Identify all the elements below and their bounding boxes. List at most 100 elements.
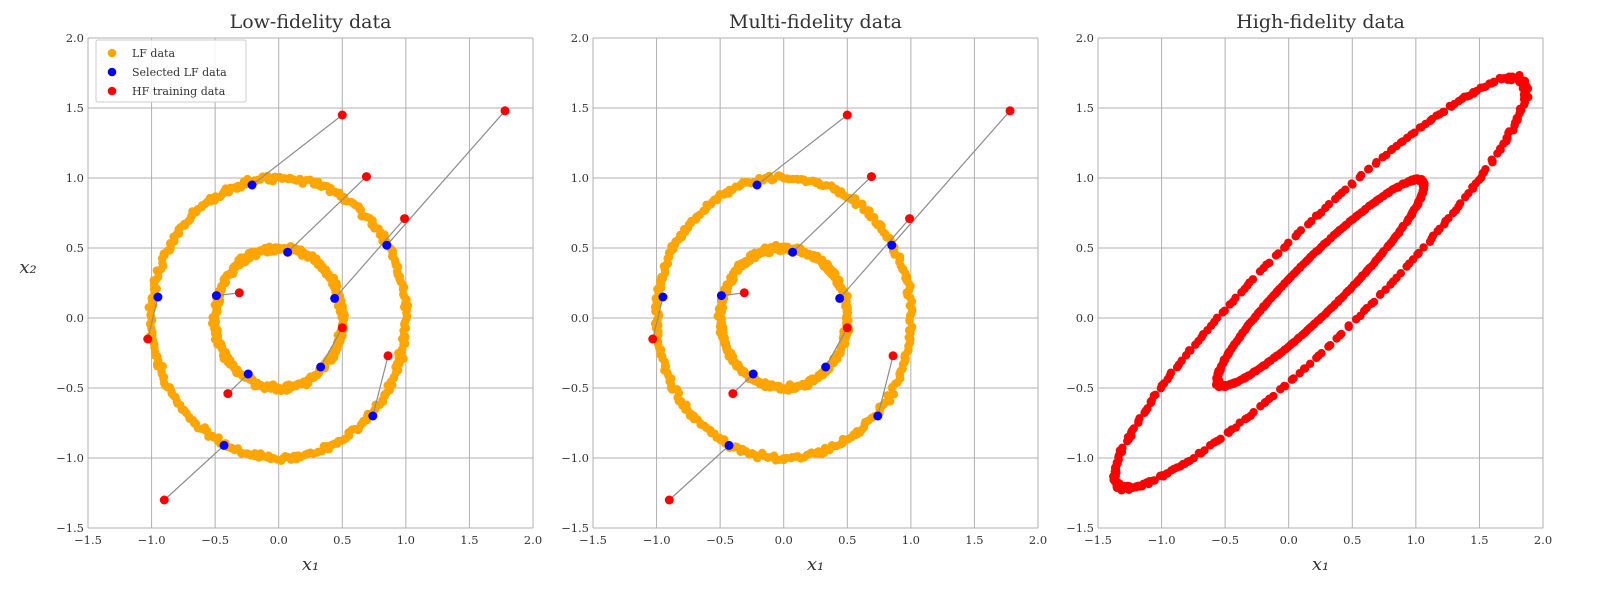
x-tick-label: 0.0 xyxy=(775,533,793,547)
x-tick-label: 0.0 xyxy=(270,533,288,547)
pair-link xyxy=(334,218,406,299)
y-tick-label: 0.5 xyxy=(571,241,589,255)
pair-link xyxy=(652,296,664,340)
x-tick-label: 0.0 xyxy=(1280,533,1298,547)
selected-lf-point xyxy=(368,411,378,421)
hf-point xyxy=(1419,243,1428,252)
x-tick-label: −1.0 xyxy=(643,533,671,547)
x-tick-label: −0.5 xyxy=(1211,533,1239,547)
hf-point xyxy=(1481,164,1490,174)
selected-lf-point xyxy=(243,369,253,379)
x-tick-label: 0.5 xyxy=(1343,533,1361,547)
hf-point xyxy=(1172,363,1182,372)
data-marks xyxy=(648,106,1015,505)
hf-point xyxy=(1255,267,1265,276)
y-tick-label: 2.0 xyxy=(571,31,589,45)
y-axis-label: x₂ xyxy=(19,257,36,278)
chart-panel-2: −1.5 −1.0 −0.5 0.0 0.5 1.0 1.5 2.0 −1.5 −1.0 −0.5 0… xyxy=(561,11,1047,575)
hf-point xyxy=(842,323,852,333)
pair-link xyxy=(668,444,730,501)
selected-lf-point xyxy=(821,362,831,372)
y-tick-label: 1.0 xyxy=(571,171,589,185)
pair-link xyxy=(372,355,389,417)
hf-point xyxy=(1396,268,1406,278)
legend-marker xyxy=(107,48,117,58)
hf-point xyxy=(1337,329,1346,339)
y-tick-label: 1.5 xyxy=(571,101,589,115)
pair-link xyxy=(227,373,249,395)
hf-point xyxy=(1237,288,1246,297)
hf-point xyxy=(337,110,347,120)
hf-point xyxy=(223,389,233,399)
chart-title: High-fidelity data xyxy=(1236,11,1405,33)
hf-point xyxy=(1189,453,1198,463)
selected-lf-point xyxy=(219,440,229,450)
x-axis-label: x₁ xyxy=(302,554,319,575)
hf-point xyxy=(159,495,169,505)
hf-point xyxy=(1280,382,1290,391)
selected-lf-point xyxy=(316,362,326,372)
legend-label: Selected LF data xyxy=(132,66,227,79)
x-axis-label: x₁ xyxy=(807,554,824,575)
selected-lf-point xyxy=(211,291,221,301)
lf-point xyxy=(339,315,349,324)
hf-point xyxy=(1134,418,1143,427)
x-tick-label: 1.5 xyxy=(460,533,478,547)
pair-link xyxy=(877,355,894,417)
lf-point xyxy=(858,199,867,208)
hf-point xyxy=(1455,199,1465,208)
hf-point xyxy=(1216,434,1225,444)
hf-point xyxy=(1369,297,1379,307)
chart-title: Low-fidelity data xyxy=(230,11,392,33)
hf-point xyxy=(1289,374,1298,383)
hf-point xyxy=(383,351,393,361)
lf-point xyxy=(905,315,914,324)
y-tick-label: −1.0 xyxy=(56,451,84,465)
hf-point xyxy=(1150,476,1159,485)
pair-link xyxy=(163,444,225,501)
selected-lf-point xyxy=(887,240,897,250)
x-tick-label: 0.5 xyxy=(838,533,856,547)
legend: LF data Selected LF data HF training data xyxy=(95,39,247,103)
hf-point xyxy=(1419,177,1428,186)
hf-point xyxy=(728,389,738,399)
data-marks xyxy=(1109,71,1533,495)
x-tick-label: 1.5 xyxy=(1470,533,1488,547)
pair-link xyxy=(792,176,872,253)
x-axis-label: x₁ xyxy=(1312,554,1329,575)
selected-lf-point xyxy=(153,292,163,302)
selected-lf-point xyxy=(330,293,340,303)
hf-point xyxy=(1414,248,1423,258)
hf-point xyxy=(1305,359,1315,369)
hf-point xyxy=(1191,340,1200,349)
x-tick-label: 0.5 xyxy=(333,533,351,547)
selected-lf-point xyxy=(835,293,845,303)
y-tick-label: 0.0 xyxy=(1076,311,1094,325)
hf-point xyxy=(400,214,410,224)
pair-link xyxy=(825,327,848,368)
hf-point xyxy=(337,323,347,333)
pair-link xyxy=(386,110,506,246)
selected-lf-point xyxy=(716,291,726,301)
legend-marker xyxy=(107,67,117,77)
hf-point xyxy=(1291,232,1300,241)
x-tick-label: 2.0 xyxy=(524,533,542,547)
x-tick-label: −1.0 xyxy=(138,533,166,547)
pair-link xyxy=(147,296,159,340)
lf-point xyxy=(402,314,411,324)
hf-point xyxy=(1363,165,1373,174)
hf-point xyxy=(1326,340,1335,350)
y-tick-label: −0.5 xyxy=(56,381,84,395)
hf-point xyxy=(1520,76,1530,86)
hf-point xyxy=(648,334,658,344)
selected-lf-point xyxy=(724,440,734,450)
hf-point xyxy=(1415,123,1425,132)
y-tick-label: 0.5 xyxy=(1076,241,1094,255)
y-tick-label: 1.0 xyxy=(1076,171,1094,185)
y-tick-label: 1.0 xyxy=(66,171,84,185)
x-tick-label: −1.5 xyxy=(579,533,607,547)
hf-point xyxy=(1249,407,1258,417)
hf-point xyxy=(1005,106,1015,116)
y-tick-label: 2.0 xyxy=(66,31,84,45)
x-tick-label: 1.5 xyxy=(965,533,983,547)
